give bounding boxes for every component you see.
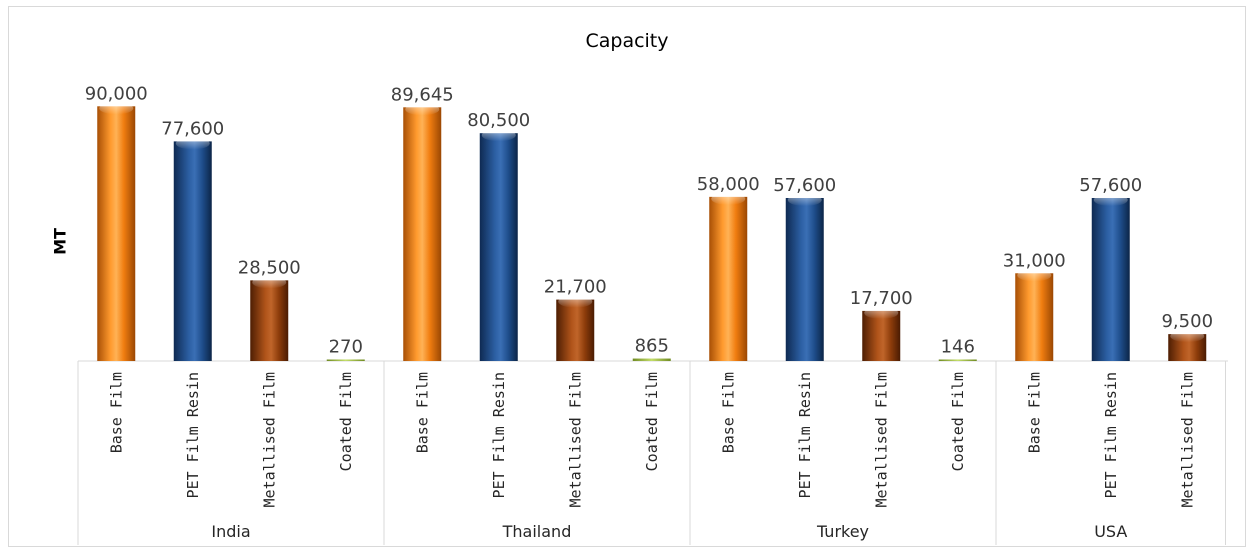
value-label: 9,500	[1161, 311, 1213, 332]
category-label: PET Film Resin	[1102, 372, 1120, 498]
value-label: 90,000	[85, 83, 148, 104]
value-label: 57,600	[1079, 175, 1142, 196]
bar-cap	[252, 276, 287, 289]
bar-turkey-metallised-film	[862, 310, 901, 361]
bar-cap	[787, 193, 822, 206]
bar-cap	[405, 103, 440, 116]
category-label: Metallised Film	[566, 372, 584, 507]
category-label: Base Film	[107, 372, 125, 453]
value-label: 77,600	[161, 118, 224, 139]
bar-cap	[558, 295, 593, 308]
category-label: Metallised Film	[260, 372, 278, 507]
value-label: 17,700	[850, 288, 913, 309]
category-label: Metallised Film	[872, 372, 890, 507]
bars	[97, 102, 1207, 361]
bar-cap	[175, 137, 210, 150]
value-label: 57,600	[773, 175, 836, 196]
bar-usa-base-film	[1015, 273, 1054, 361]
category-label: Base Film	[1025, 372, 1043, 453]
category-label: PET Film Resin	[490, 372, 508, 498]
bar-cap	[711, 192, 746, 205]
value-label: 89,645	[391, 84, 454, 105]
bar-cap	[99, 102, 134, 115]
category-label: Metallised Film	[1178, 372, 1196, 507]
group-label: USA	[1094, 522, 1127, 541]
category-label: Coated Film	[337, 372, 355, 471]
bar-thailand-pet-film-resin	[479, 133, 518, 361]
value-label: 270	[329, 337, 363, 358]
bar-cap	[1170, 330, 1205, 343]
value-label: 146	[941, 337, 975, 358]
labels: 90,000 Base Film 77,600 PET Film Resin 28,50…	[85, 83, 1213, 541]
bar-cap	[1093, 193, 1128, 206]
bar-turkey-coated-film	[938, 359, 977, 361]
bar-india-coated-film	[326, 359, 365, 361]
bar-india-base-film	[97, 106, 136, 361]
group-label: Thailand	[502, 522, 572, 541]
value-label: 80,500	[467, 110, 530, 131]
group-label: India	[211, 522, 250, 541]
value-label: 31,000	[1003, 250, 1066, 271]
category-label: Base Film	[413, 372, 431, 453]
bar-thailand-base-film	[403, 107, 442, 361]
category-label: Base Film	[719, 372, 737, 453]
category-label: PET Film Resin	[184, 372, 202, 498]
bar-cap	[864, 306, 899, 319]
category-label: Coated Film	[949, 372, 967, 471]
group-label: Turkey	[816, 522, 869, 541]
value-label: 58,000	[697, 174, 760, 195]
bar-turkey-base-film	[709, 196, 748, 361]
bar-india-metallised-film	[250, 280, 289, 361]
category-label: Coated Film	[643, 372, 661, 471]
value-label: 28,500	[238, 257, 301, 278]
bar-cap	[1017, 269, 1052, 282]
category-label: PET Film Resin	[796, 372, 814, 498]
bar-thailand-coated-film	[632, 358, 671, 361]
value-label: 21,700	[544, 277, 607, 298]
bar-india-pet-film-resin	[173, 141, 212, 361]
bar-cap	[481, 129, 516, 142]
bar-thailand-metallised-film	[556, 299, 595, 361]
value-label: 865	[635, 336, 669, 357]
bar-usa-pet-film-resin	[1091, 197, 1130, 361]
bar-turkey-pet-film-resin	[785, 197, 824, 361]
chart-title: Capacity	[585, 30, 669, 52]
